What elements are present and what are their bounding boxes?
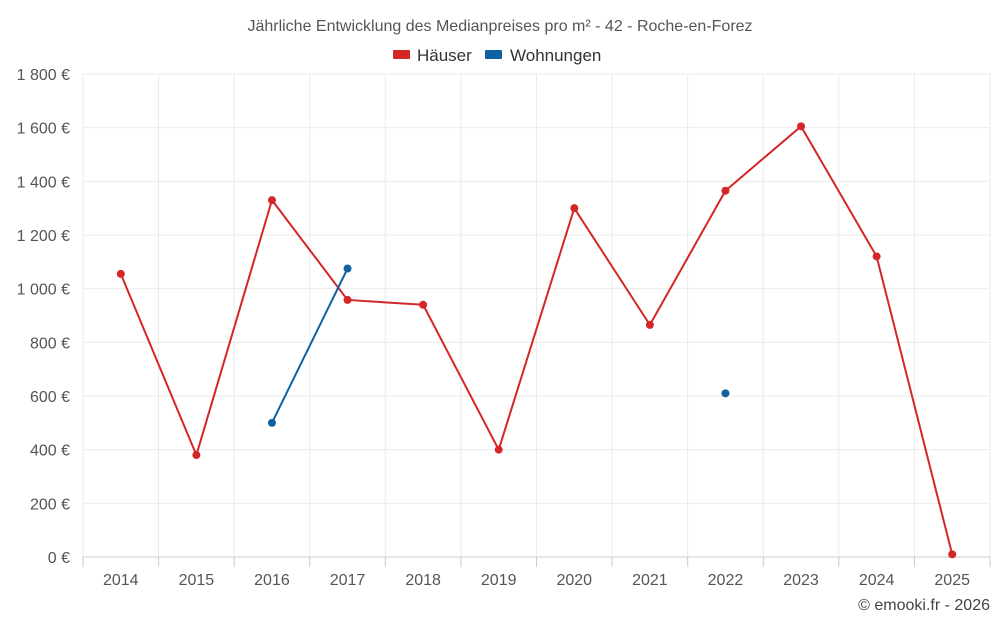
data-point-hauser[interactable] [267, 196, 276, 205]
series-hauser [116, 122, 957, 559]
y-tick-label: 1 000 € [17, 282, 70, 299]
data-point-hauser[interactable] [116, 269, 125, 278]
data-point-hauser[interactable] [494, 445, 503, 454]
y-tick-label: 1 400 € [17, 174, 70, 191]
legend[interactable]: Häuser Wohnungen [393, 46, 601, 65]
x-tick-label: 2018 [405, 572, 441, 589]
x-tick-label: 2023 [783, 572, 819, 589]
series-line-hauser [119, 125, 954, 555]
y-tick-label: 1 800 € [17, 67, 70, 84]
data-point-hauser[interactable] [797, 122, 806, 131]
x-axis-ticks: 2014 2015 2016 2017 2018 2019 2020 2021 2022 2023… [82, 557, 991, 589]
x-tick-label: 2016 [254, 572, 290, 589]
x-tick-label: 2021 [632, 572, 668, 589]
y-tick-label: 400 € [30, 443, 70, 460]
x-tick-label: 2024 [859, 572, 895, 589]
data-point-wohnungen[interactable] [267, 418, 276, 427]
y-tick-label: 200 € [30, 496, 70, 513]
data-point-hauser[interactable] [721, 186, 730, 195]
data-point-hauser[interactable] [419, 300, 428, 309]
y-tick-label: 1 200 € [17, 228, 70, 245]
series [116, 122, 957, 559]
x-tick-label: 2015 [179, 572, 215, 589]
x-tick-label: 2022 [708, 572, 744, 589]
y-tick-label: 600 € [30, 389, 70, 406]
data-point-hauser[interactable] [872, 252, 881, 261]
chart-title: Jährliche Entwicklung des Medianpreises … [247, 18, 752, 35]
x-tick-label: 2014 [103, 572, 139, 589]
legend-swatch-wohnungen [485, 50, 502, 59]
data-point-hauser[interactable] [948, 550, 957, 559]
legend-label-wohnungen[interactable]: Wohnungen [510, 46, 601, 65]
data-point-hauser[interactable] [570, 204, 579, 213]
data-point-hauser[interactable] [343, 295, 352, 304]
data-point-wohnungen[interactable] [721, 389, 730, 398]
y-tick-label: 0 € [48, 550, 70, 567]
y-tick-label: 800 € [30, 335, 70, 352]
series-wohnungen [267, 264, 730, 427]
y-axis-ticks: 0 € 200 € 400 € 600 € 800 € 1 000 € 1 200 € 1 4… [17, 67, 70, 567]
x-tick-label: 2020 [556, 572, 592, 589]
credit-text: © emooki.fr - 2026 [858, 597, 990, 614]
y-tick-label: 1 600 € [17, 121, 70, 138]
data-point-wohnungen[interactable] [343, 264, 352, 273]
x-tick-label: 2019 [481, 572, 517, 589]
x-tick-label: 2025 [934, 572, 970, 589]
x-tick-label: 2017 [330, 572, 366, 589]
legend-swatch-hauser [393, 50, 410, 59]
series-line-wohnungen [271, 268, 349, 424]
gridlines [82, 73, 991, 557]
data-point-hauser[interactable] [192, 451, 201, 460]
data-point-hauser[interactable] [645, 320, 654, 329]
legend-label-hauser[interactable]: Häuser [417, 46, 472, 65]
